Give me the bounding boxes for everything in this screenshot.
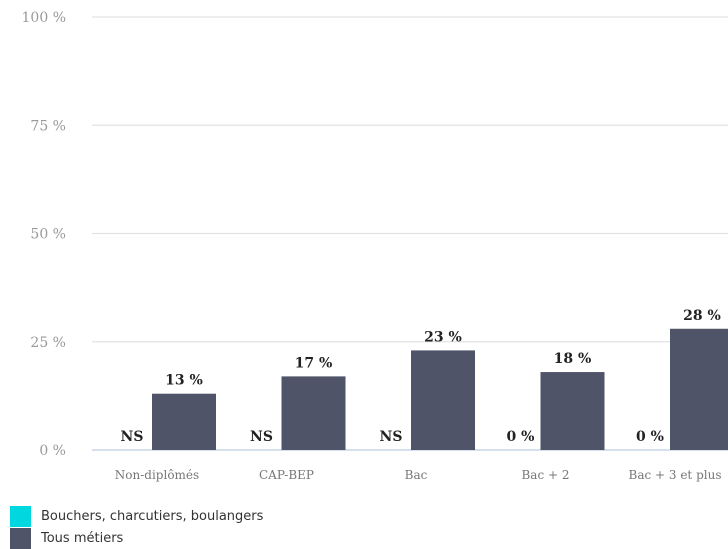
y-tick-label: 0 %	[39, 443, 66, 459]
legend-label: Bouchers, charcutiers, boulangers	[41, 508, 264, 524]
data-label-tous-metiers: 13 %	[165, 373, 203, 389]
bar-chart: 0 % 25 % 50 % 75 % 100 % Non-diplômés NS 13 % CA…	[22, 10, 728, 482]
data-label-bouchers: 0 %	[507, 429, 535, 445]
data-label-bouchers: NS	[250, 429, 273, 445]
x-tick-label: Bac + 3 et plus	[629, 468, 722, 482]
y-tick-label: 25 %	[30, 335, 66, 351]
x-tick-label: Bac	[405, 468, 428, 482]
y-tick-label: 50 %	[30, 227, 66, 243]
legend-item-tous-metiers[interactable]: Tous métiers	[10, 527, 263, 549]
data-label-bouchers: NS	[380, 429, 403, 445]
data-label-tous-metiers: 18 %	[554, 351, 592, 367]
x-tick-label: Bac + 2	[521, 468, 569, 482]
y-tick-label: 75 %	[30, 118, 66, 134]
data-label-tous-metiers: 28 %	[683, 308, 721, 324]
legend-item-bouchers[interactable]: Bouchers, charcutiers, boulangers	[10, 505, 263, 527]
bar-tous-metiers	[411, 350, 475, 450]
legend-swatch	[10, 505, 31, 527]
legend: Bouchers, charcutiers, boulangers Tous m…	[10, 505, 263, 549]
bar-tous-metiers	[540, 372, 605, 450]
data-label-bouchers: 0 %	[636, 429, 664, 445]
data-label-tous-metiers: 23 %	[424, 329, 462, 345]
bar-tous-metiers	[152, 393, 216, 450]
legend-swatch	[10, 527, 31, 549]
data-label-bouchers: NS	[121, 429, 144, 445]
y-tick-label: 100 %	[22, 10, 66, 26]
x-tick-label: CAP-BEP	[259, 468, 314, 482]
bar-tous-metiers	[281, 376, 346, 450]
x-tick-label: Non-diplômés	[115, 468, 199, 482]
legend-label: Tous métiers	[41, 530, 124, 546]
data-label-tous-metiers: 17 %	[295, 355, 333, 371]
bar-tous-metiers	[670, 328, 728, 450]
